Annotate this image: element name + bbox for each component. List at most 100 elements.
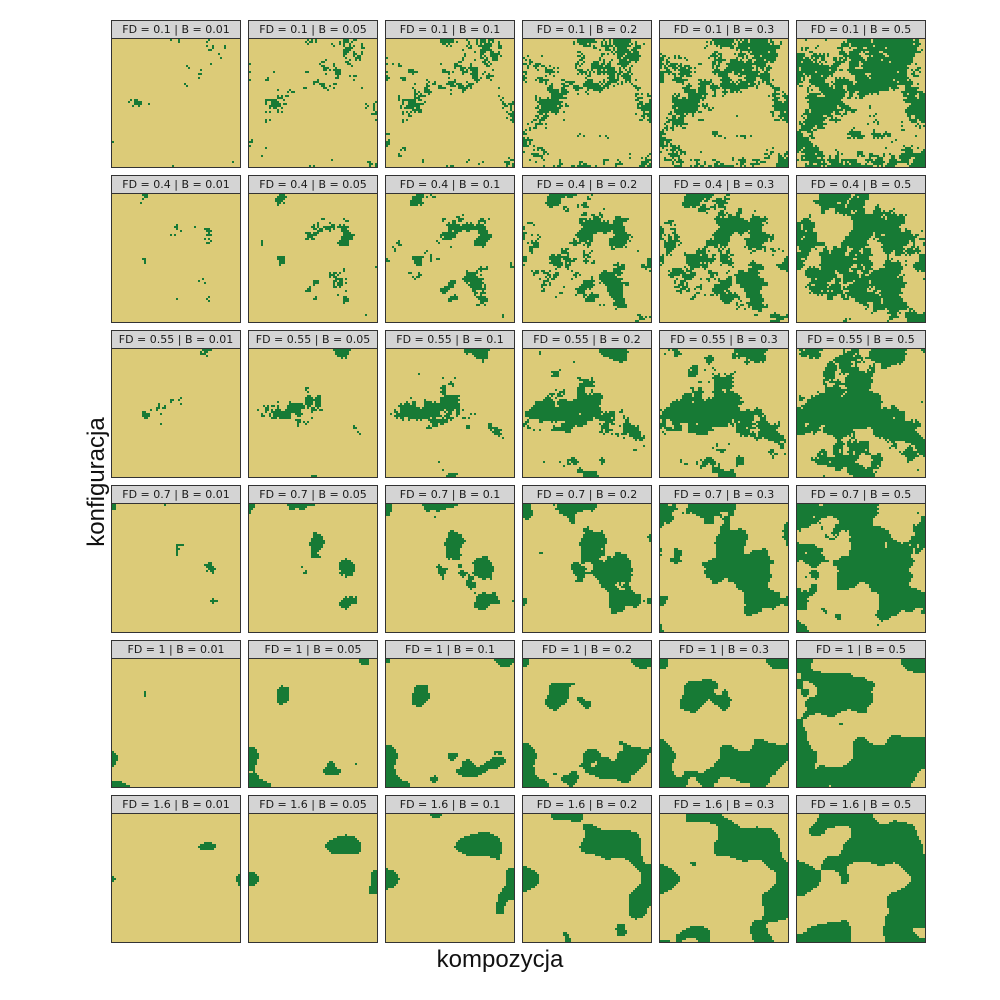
facet-strip-label: FD = 0.4 | B = 0.1 <box>385 175 515 194</box>
facet-panel: FD = 0.1 | B = 0.05 <box>248 20 378 168</box>
landscape-raster <box>522 503 652 633</box>
facet-panel: FD = 0.1 | B = 0.3 <box>659 20 789 168</box>
facet-panel: FD = 0.4 | B = 0.3 <box>659 175 789 323</box>
landscape-raster <box>385 658 515 788</box>
landscape-raster <box>796 658 926 788</box>
facet-panel: FD = 0.7 | B = 0.5 <box>796 485 926 633</box>
facet-strip-label: FD = 1 | B = 0.1 <box>385 640 515 659</box>
landscape-raster <box>111 503 241 633</box>
facet-panel: FD = 1.6 | B = 0.2 <box>522 795 652 943</box>
facet-strip-label: FD = 1.6 | B = 0.05 <box>248 795 378 814</box>
facet-strip-label: FD = 0.4 | B = 0.3 <box>659 175 789 194</box>
facet-panel: FD = 1 | B = 0.1 <box>385 640 515 788</box>
landscape-raster <box>796 813 926 943</box>
facet-strip-label: FD = 0.7 | B = 0.2 <box>522 485 652 504</box>
facet-panel: FD = 1.6 | B = 0.1 <box>385 795 515 943</box>
facet-strip-label: FD = 0.55 | B = 0.3 <box>659 330 789 349</box>
facet-strip-label: FD = 1.6 | B = 0.5 <box>796 795 926 814</box>
facet-panel: FD = 0.4 | B = 0.05 <box>248 175 378 323</box>
landscape-raster <box>111 193 241 323</box>
landscape-raster <box>796 193 926 323</box>
landscape-raster <box>796 503 926 633</box>
landscape-raster <box>659 813 789 943</box>
landscape-raster <box>522 38 652 168</box>
facet-strip-label: FD = 0.7 | B = 0.5 <box>796 485 926 504</box>
landscape-raster <box>385 348 515 478</box>
facet-panel: FD = 0.7 | B = 0.05 <box>248 485 378 633</box>
landscape-raster <box>248 813 378 943</box>
facet-panel: FD = 0.4 | B = 0.01 <box>111 175 241 323</box>
landscape-raster <box>248 38 378 168</box>
facet-panel: FD = 1.6 | B = 0.5 <box>796 795 926 943</box>
facet-panel: FD = 1 | B = 0.01 <box>111 640 241 788</box>
facet-strip-label: FD = 0.1 | B = 0.2 <box>522 20 652 39</box>
landscape-raster <box>385 813 515 943</box>
facet-panel: FD = 0.4 | B = 0.2 <box>522 175 652 323</box>
facet-strip-label: FD = 1 | B = 0.3 <box>659 640 789 659</box>
facet-panel: FD = 0.4 | B = 0.5 <box>796 175 926 323</box>
landscape-raster <box>522 193 652 323</box>
facet-strip-label: FD = 0.55 | B = 0.01 <box>111 330 241 349</box>
landscape-raster <box>796 38 926 168</box>
facet-strip-label: FD = 1.6 | B = 0.1 <box>385 795 515 814</box>
landscape-raster <box>111 658 241 788</box>
landscape-raster <box>522 658 652 788</box>
facet-panel: FD = 0.55 | B = 0.5 <box>796 330 926 478</box>
facet-strip-label: FD = 1 | B = 0.05 <box>248 640 378 659</box>
facet-strip-label: FD = 1.6 | B = 0.2 <box>522 795 652 814</box>
facet-strip-label: FD = 0.7 | B = 0.01 <box>111 485 241 504</box>
facet-strip-label: FD = 0.7 | B = 0.3 <box>659 485 789 504</box>
facet-panel: FD = 0.55 | B = 0.05 <box>248 330 378 478</box>
facet-panel: FD = 0.7 | B = 0.1 <box>385 485 515 633</box>
landscape-raster <box>659 38 789 168</box>
facet-strip-label: FD = 0.1 | B = 0.5 <box>796 20 926 39</box>
facet-strip-label: FD = 0.4 | B = 0.5 <box>796 175 926 194</box>
landscape-raster <box>659 348 789 478</box>
facet-panel: FD = 0.55 | B = 0.01 <box>111 330 241 478</box>
landscape-raster <box>248 193 378 323</box>
facet-panel: FD = 0.55 | B = 0.2 <box>522 330 652 478</box>
facet-strip-label: FD = 1 | B = 0.01 <box>111 640 241 659</box>
facet-strip-label: FD = 1 | B = 0.5 <box>796 640 926 659</box>
facet-strip-label: FD = 0.1 | B = 0.1 <box>385 20 515 39</box>
facet-strip-label: FD = 0.4 | B = 0.05 <box>248 175 378 194</box>
facet-panel: FD = 1.6 | B = 0.3 <box>659 795 789 943</box>
facet-panel: FD = 0.7 | B = 0.2 <box>522 485 652 633</box>
facet-strip-label: FD = 0.55 | B = 0.05 <box>248 330 378 349</box>
facet-strip-label: FD = 0.1 | B = 0.05 <box>248 20 378 39</box>
facet-strip-label: FD = 1.6 | B = 0.3 <box>659 795 789 814</box>
landscape-raster <box>111 348 241 478</box>
landscape-raster <box>248 348 378 478</box>
facet-panel: FD = 0.4 | B = 0.1 <box>385 175 515 323</box>
landscape-raster <box>111 813 241 943</box>
landscape-raster <box>522 348 652 478</box>
facet-panel: FD = 0.7 | B = 0.3 <box>659 485 789 633</box>
facet-panel: FD = 0.1 | B = 0.5 <box>796 20 926 168</box>
y-axis-label: konfiguracja <box>83 417 110 547</box>
facet-strip-label: FD = 1.6 | B = 0.01 <box>111 795 241 814</box>
landscape-raster <box>659 193 789 323</box>
x-axis-label: kompozycja <box>436 946 564 973</box>
facet-strip-label: FD = 0.7 | B = 0.05 <box>248 485 378 504</box>
facet-strip-label: FD = 0.55 | B = 0.1 <box>385 330 515 349</box>
landscape-raster <box>111 38 241 168</box>
facet-panel: FD = 1.6 | B = 0.01 <box>111 795 241 943</box>
landscape-raster <box>522 813 652 943</box>
facet-panel: FD = 0.1 | B = 0.1 <box>385 20 515 168</box>
facet-strip-label: FD = 0.4 | B = 0.01 <box>111 175 241 194</box>
facet-strip-label: FD = 0.55 | B = 0.5 <box>796 330 926 349</box>
facet-panel: FD = 1 | B = 0.3 <box>659 640 789 788</box>
facet-panel: FD = 0.7 | B = 0.01 <box>111 485 241 633</box>
facet-panel: FD = 0.1 | B = 0.01 <box>111 20 241 168</box>
facet-panel: FD = 0.1 | B = 0.2 <box>522 20 652 168</box>
facet-panel: FD = 1 | B = 0.05 <box>248 640 378 788</box>
facet-strip-label: FD = 0.1 | B = 0.01 <box>111 20 241 39</box>
facet-strip-label: FD = 0.4 | B = 0.2 <box>522 175 652 194</box>
landscape-raster <box>248 658 378 788</box>
landscape-raster <box>385 503 515 633</box>
facet-panel: FD = 1.6 | B = 0.05 <box>248 795 378 943</box>
facet-panel: FD = 0.55 | B = 0.3 <box>659 330 789 478</box>
facet-strip-label: FD = 0.55 | B = 0.2 <box>522 330 652 349</box>
landscape-raster <box>385 38 515 168</box>
facet-panel: FD = 0.55 | B = 0.1 <box>385 330 515 478</box>
